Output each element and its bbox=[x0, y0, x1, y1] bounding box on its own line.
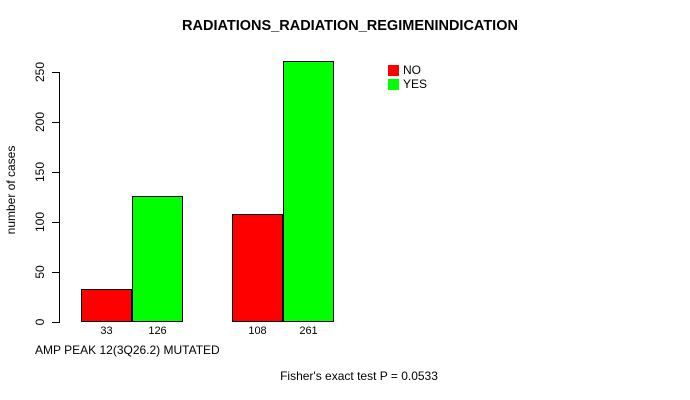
y-tick-label: 200 bbox=[33, 111, 47, 133]
legend-item-no: NO bbox=[388, 63, 427, 77]
y-tick-label: 250 bbox=[33, 61, 47, 83]
y-tick bbox=[52, 122, 59, 123]
y-tick-label: 0 bbox=[33, 318, 47, 326]
y-axis-line bbox=[59, 72, 60, 323]
y-tick bbox=[52, 172, 59, 173]
legend-swatch-no bbox=[388, 64, 399, 76]
bar-value-label: 33 bbox=[100, 325, 113, 337]
legend: NO YES bbox=[388, 63, 427, 91]
x-axis-label: AMP PEAK 12(3Q26.2) MUTATED bbox=[35, 343, 220, 357]
bar-value-label: 261 bbox=[299, 325, 318, 337]
bar-value-label: 126 bbox=[148, 325, 167, 337]
y-tick-label: 150 bbox=[33, 161, 47, 183]
legend-swatch-yes bbox=[388, 78, 399, 90]
y-tick bbox=[52, 322, 59, 323]
y-tick bbox=[52, 272, 59, 273]
legend-label-yes: YES bbox=[403, 77, 428, 91]
y-tick bbox=[52, 222, 59, 223]
legend-item-yes: YES bbox=[388, 77, 427, 91]
bar-yes-group1 bbox=[132, 196, 183, 322]
bar-no-group2 bbox=[232, 214, 283, 322]
y-tick-label: 50 bbox=[33, 265, 47, 279]
fisher-test-annotation: Fisher's exact test P = 0.0533 bbox=[280, 369, 438, 383]
legend-label-no: NO bbox=[403, 63, 421, 77]
bar-value-label: 108 bbox=[248, 325, 267, 337]
bar-no-group1 bbox=[81, 289, 132, 322]
bar-yes-group2 bbox=[283, 61, 334, 322]
chart-title: RADIATIONS_RADIATION_REGIMENINDICATION bbox=[182, 18, 518, 34]
y-tick bbox=[52, 72, 59, 73]
y-tick-label: 100 bbox=[33, 211, 47, 233]
